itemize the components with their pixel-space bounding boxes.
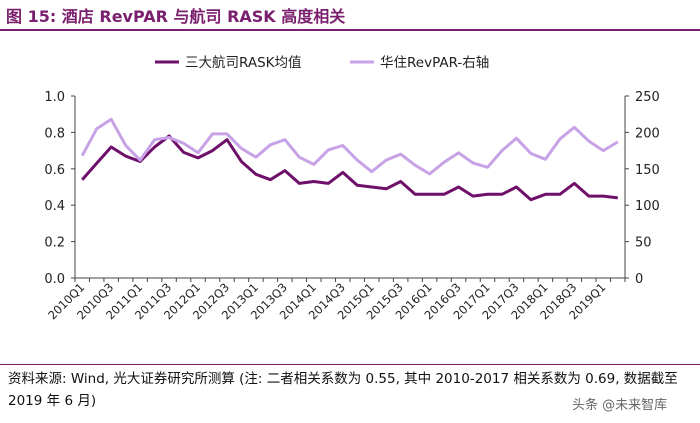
- axes-layer: 0.00.20.40.60.81.00501001502002502010Q12…: [44, 90, 660, 322]
- series-line-rask: [81, 134, 618, 202]
- y-left-tick-label: 0.6: [44, 163, 65, 178]
- y-right-tick-label: 250: [635, 90, 660, 105]
- legend-label-rask: 三大航司RASK均值: [185, 55, 302, 71]
- y-right-tick-label: 0: [635, 272, 643, 287]
- y-left-tick-label: 0.0: [44, 272, 65, 287]
- y-right-tick-label: 100: [635, 199, 660, 214]
- legend: 三大航司RASK均值 华住RevPAR-右轴: [155, 55, 489, 71]
- y-right-tick-label: 50: [635, 236, 652, 251]
- y-right-tick-label: 200: [635, 126, 660, 141]
- series-layer: [80, 117, 619, 202]
- y-left-tick-label: 1.0: [44, 90, 65, 105]
- watermark: 头条 @未来智库: [572, 394, 667, 413]
- series-line-revpar: [80, 117, 619, 176]
- y-right-tick-label: 150: [635, 163, 660, 178]
- line-chart: 0.00.20.40.60.81.00501001502002502010Q12…: [44, 55, 660, 322]
- watermark-text: 头条 @未来智库: [572, 398, 668, 413]
- y-left-tick-label: 0.4: [44, 199, 65, 214]
- source-note: 资料来源: Wind, 光大证券研究所测算 (注: 二者相关系数为 0.55, …: [8, 371, 678, 409]
- footer-divider: [0, 364, 700, 365]
- figure-title: 图 15: 酒店 RevPAR 与航司 RASK 高度相关: [6, 7, 346, 26]
- y-left-tick-label: 0.2: [44, 236, 65, 251]
- legend-label-revpar: 华住RevPAR-右轴: [380, 55, 489, 71]
- y-left-tick-label: 0.8: [44, 126, 65, 141]
- title-divider: [0, 29, 700, 31]
